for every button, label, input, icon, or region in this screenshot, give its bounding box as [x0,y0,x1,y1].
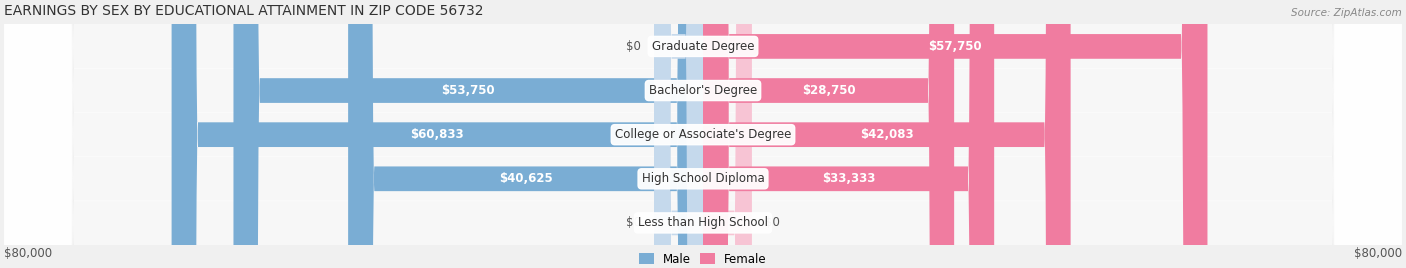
FancyBboxPatch shape [654,0,703,268]
FancyBboxPatch shape [4,0,1402,268]
Text: $33,333: $33,333 [823,172,876,185]
Text: $0: $0 [765,217,780,229]
FancyBboxPatch shape [4,0,1402,268]
Text: $28,750: $28,750 [801,84,855,97]
Text: $40,625: $40,625 [499,172,553,185]
Text: $0: $0 [626,217,641,229]
FancyBboxPatch shape [349,0,703,268]
Text: College or Associate's Degree: College or Associate's Degree [614,128,792,141]
FancyBboxPatch shape [703,0,955,268]
FancyBboxPatch shape [703,0,752,268]
FancyBboxPatch shape [703,0,1070,268]
Text: $80,000: $80,000 [4,247,52,260]
Text: High School Diploma: High School Diploma [641,172,765,185]
FancyBboxPatch shape [233,0,703,268]
Text: Less than High School: Less than High School [638,217,768,229]
Text: Bachelor's Degree: Bachelor's Degree [650,84,756,97]
Text: EARNINGS BY SEX BY EDUCATIONAL ATTAINMENT IN ZIP CODE 56732: EARNINGS BY SEX BY EDUCATIONAL ATTAINMEN… [4,4,484,18]
Text: $42,083: $42,083 [860,128,914,141]
Text: Source: ZipAtlas.com: Source: ZipAtlas.com [1291,8,1402,18]
FancyBboxPatch shape [172,0,703,268]
Text: $57,750: $57,750 [928,40,981,53]
FancyBboxPatch shape [4,0,1402,268]
Text: $80,000: $80,000 [1354,247,1402,260]
FancyBboxPatch shape [4,0,1402,268]
FancyBboxPatch shape [4,0,1402,268]
FancyBboxPatch shape [703,0,1208,268]
FancyBboxPatch shape [703,0,994,268]
Legend: Male, Female: Male, Female [640,252,766,266]
Text: $53,750: $53,750 [441,84,495,97]
FancyBboxPatch shape [654,0,703,268]
Text: $0: $0 [626,40,641,53]
Text: Graduate Degree: Graduate Degree [652,40,754,53]
Text: $60,833: $60,833 [411,128,464,141]
